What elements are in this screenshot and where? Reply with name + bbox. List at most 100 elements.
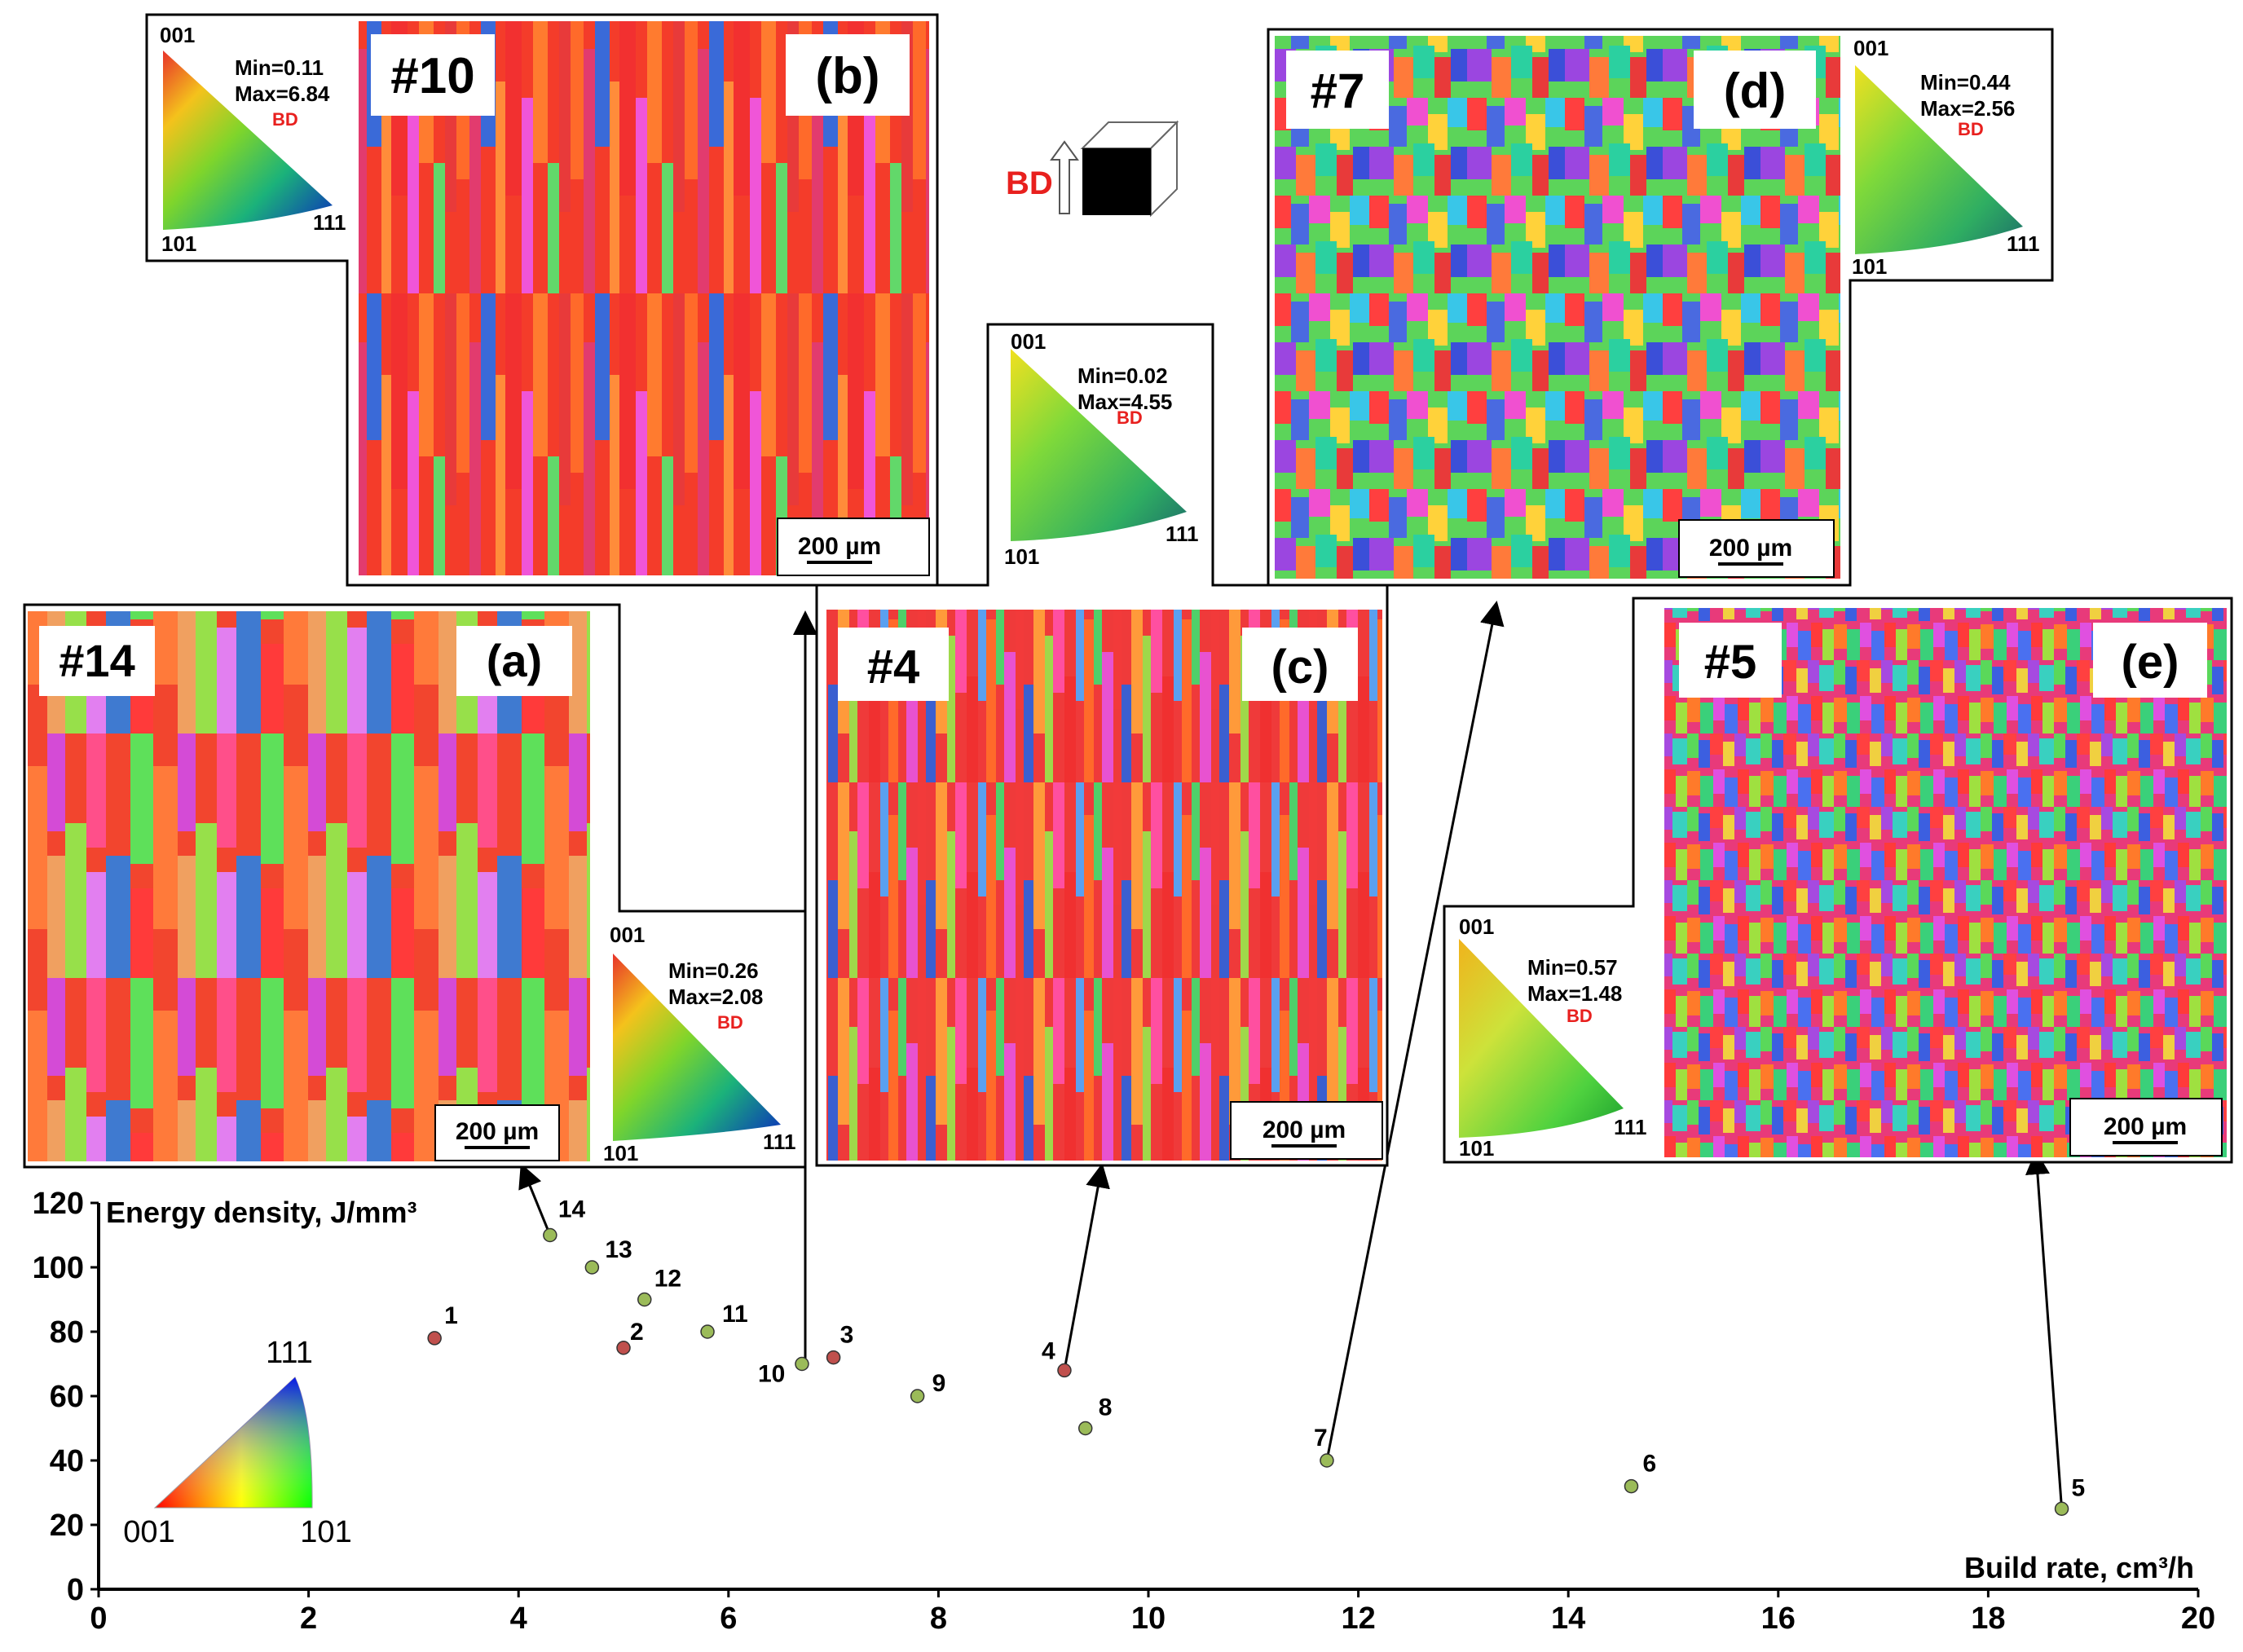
inset-c-pf-bd: BD — [1117, 407, 1143, 428]
data-point-6 — [1624, 1478, 1639, 1494]
y-ticks: 0 20 40 60 80 100 120 — [33, 1187, 99, 1607]
inset-a-sample-box — [39, 626, 155, 696]
inset-a-ebsd-map — [28, 611, 590, 1161]
data-label-13: 13 — [605, 1236, 632, 1263]
inset-b-pf-bd: BD — [272, 109, 298, 130]
inset-d-tag-box — [1694, 51, 1816, 129]
inset-d-scale: 200 µm — [1709, 535, 1792, 562]
inset-a-tag-box — [456, 626, 572, 696]
inset-c-ebsd-map — [826, 610, 1382, 1161]
data-point-2 — [616, 1341, 631, 1355]
inset-c-pf-001: 001 — [1011, 329, 1046, 354]
inset-c-sample: #4 — [867, 641, 920, 694]
inset-a-pf-101: 101 — [603, 1141, 638, 1165]
inset-e: #5 (e) 200 µm 001 Min=0.57 Max=1.48 BD 1… — [1443, 597, 2233, 1164]
inset-b-tag-box — [786, 34, 910, 116]
inset-e-sample: #5 — [1704, 636, 1757, 689]
inset-e-tag-box — [2093, 623, 2207, 698]
data-point-8 — [1077, 1421, 1093, 1436]
inset-c-tag-box — [1242, 628, 1358, 701]
data-point-1 — [427, 1331, 442, 1346]
inset-d-pf-min: Min=0.44 — [1920, 70, 2011, 95]
inset-a-pf-max: Max=2.08 — [668, 985, 763, 1009]
y-tick-label: 40 — [50, 1444, 84, 1478]
inset-d-pf-001: 001 — [1853, 36, 1888, 60]
inset-b-sample: #10 — [390, 48, 474, 104]
data-label-1: 1 — [444, 1302, 458, 1329]
data-point-5 — [2054, 1501, 2069, 1516]
inset-b-pf-001: 001 — [160, 23, 195, 47]
data-label-14: 14 — [558, 1196, 586, 1223]
inset-a-scale-box — [434, 1104, 560, 1161]
inset-c: #4 (c) 200 µm 001 Min=0.02 Max=4.55 BD 1… — [815, 323, 1389, 1167]
data-label-9: 9 — [932, 1370, 946, 1397]
y-axis-label: Energy density, J/mm³ — [106, 1196, 416, 1229]
callout-arrow — [1063, 1163, 1110, 1371]
inset-e-sample-box — [1679, 623, 1782, 698]
inset-d: #7 (d) 200 µm 001 Min=0.44 Max=2.56 BD 1… — [1267, 28, 2054, 587]
ipf-color-key: 111 001 101 — [123, 1336, 351, 1549]
bd-arrow-icon — [1050, 140, 1079, 214]
data-point-4 — [1057, 1363, 1072, 1378]
data-label-4: 4 — [1042, 1337, 1055, 1364]
inset-b-pf-101: 101 — [161, 231, 196, 256]
build-direction-icon: BD — [1006, 120, 1179, 218]
x-tick-label: 0 — [90, 1601, 107, 1636]
data-point-9 — [910, 1389, 925, 1403]
y-tick-label: 20 — [50, 1509, 84, 1543]
inset-e-pf-101: 101 — [1459, 1136, 1494, 1161]
data-label-11: 11 — [722, 1301, 748, 1328]
inset-b-sample-box — [371, 34, 495, 116]
inset-b-tag: (b) — [815, 48, 879, 104]
inset-c-pf-min: Min=0.02 — [1077, 363, 1168, 388]
y-tick-label: 0 — [67, 1573, 84, 1607]
inset-b-pole-figure — [163, 51, 333, 230]
inset-c-pf-111: 111 — [1166, 522, 1199, 546]
data-point-11 — [700, 1324, 715, 1339]
data-label-10: 10 — [758, 1361, 785, 1388]
y-tick-label: 60 — [50, 1380, 84, 1414]
data-label-7: 7 — [1314, 1425, 1328, 1452]
inset-c-scale: 200 µm — [1263, 1117, 1346, 1143]
data-label-5: 5 — [2072, 1474, 2086, 1501]
data-point-10 — [795, 1356, 809, 1372]
x-tick-label: 8 — [930, 1601, 947, 1636]
inset-c-pole-figure — [1011, 349, 1187, 541]
x-axis-label: Build rate, cm³/h — [1964, 1551, 2194, 1584]
inset-b-pf-111: 111 — [313, 210, 346, 235]
data-label-12: 12 — [654, 1266, 681, 1293]
inset-a-sample: #14 — [59, 635, 134, 686]
inset-a-pf-111: 111 — [763, 1130, 796, 1154]
x-tick-label: 4 — [510, 1601, 527, 1636]
ipf-key-001: 001 — [123, 1515, 174, 1549]
ipf-key-111: 111 — [266, 1336, 313, 1370]
x-tick-label: 2 — [300, 1601, 317, 1636]
inset-c-tag: (c) — [1271, 641, 1329, 694]
bd-label: BD — [1006, 165, 1053, 201]
data-point-3 — [826, 1350, 841, 1365]
callout-arrow — [518, 1163, 552, 1236]
inset-a-pf-001: 001 — [610, 923, 645, 947]
inset-b-pf-max: Max=6.84 — [235, 81, 330, 106]
data-label-8: 8 — [1099, 1394, 1113, 1421]
y-tick-label: 100 — [33, 1251, 84, 1285]
y-tick-label: 80 — [50, 1315, 84, 1350]
x-tick-label: 16 — [1761, 1601, 1796, 1636]
y-tick-label: 120 — [33, 1187, 84, 1221]
inset-d-pf-max: Max=2.56 — [1920, 96, 2015, 121]
data-point-12 — [637, 1292, 652, 1307]
inset-b-pf-min: Min=0.11 — [235, 55, 324, 80]
inset-a-scale: 200 µm — [456, 1118, 539, 1145]
x-tick-label: 12 — [1341, 1601, 1375, 1636]
data-point-14 — [543, 1227, 557, 1243]
data-label-6: 6 — [1642, 1451, 1656, 1478]
inset-c-sample-box — [838, 628, 949, 701]
inset-b: #10 (b) 200 µm 001 Min=0.11 Max=6.84 BD … — [145, 13, 939, 587]
ipf-key-triangle-blue — [155, 1377, 313, 1508]
data-label-3: 3 — [840, 1322, 854, 1349]
x-tick-label: 6 — [720, 1601, 737, 1636]
inset-e-scale: 200 µm — [2104, 1113, 2187, 1140]
inset-d-pf-111: 111 — [2007, 231, 2040, 256]
x-tick-label: 20 — [2181, 1601, 2215, 1636]
